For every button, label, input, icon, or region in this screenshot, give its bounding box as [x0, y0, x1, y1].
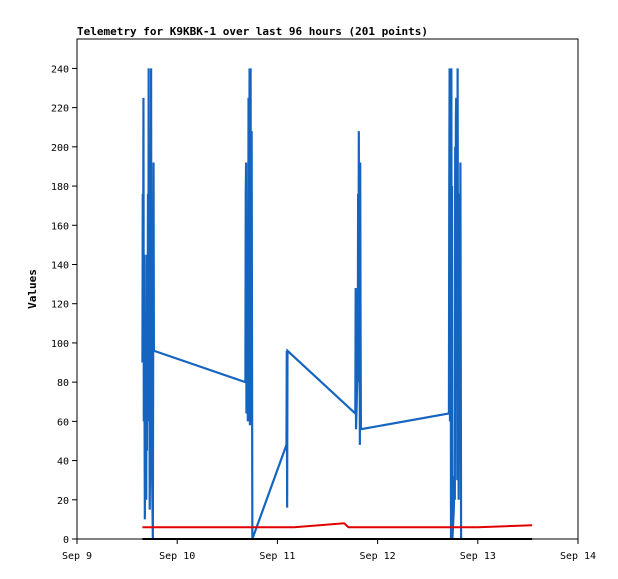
y-tick-label: 120 [51, 300, 69, 311]
y-tick-label: 40 [57, 457, 69, 468]
y-tick-label: 220 [51, 104, 69, 115]
x-tick-label: Sep 11 [259, 551, 295, 562]
y-tick-label: 200 [51, 143, 69, 154]
y-tick-label: 180 [51, 182, 69, 193]
series-line-2 [142, 522, 533, 529]
x-tick-label: Sep 10 [159, 551, 195, 562]
chart-title: Telemetry for K9KBK-1 over last 96 hours… [77, 25, 428, 38]
y-tick-label: 160 [51, 221, 69, 232]
y-axis: 0 20 40 60 80 100 120 140 160 180 200 220 240 [51, 64, 77, 546]
y-tick-label: 140 [51, 260, 69, 271]
y-tick-label: 20 [57, 496, 69, 507]
y-axis-label: Values [26, 269, 39, 309]
x-tick-label: Sep 13 [460, 551, 496, 562]
x-tick-label: Sep 9 [62, 551, 92, 562]
series-line-1 [141, 68, 463, 540]
y-tick-label: 60 [57, 417, 69, 428]
y-tick-label: 240 [51, 64, 69, 75]
x-tick-label: Sep 12 [360, 551, 396, 562]
y-tick-label: 80 [57, 378, 69, 389]
plot-area [141, 68, 533, 540]
x-tick-label: Sep 14 [560, 551, 596, 562]
y-tick-label: 100 [51, 339, 69, 350]
y-tick-label: 0 [63, 535, 69, 546]
